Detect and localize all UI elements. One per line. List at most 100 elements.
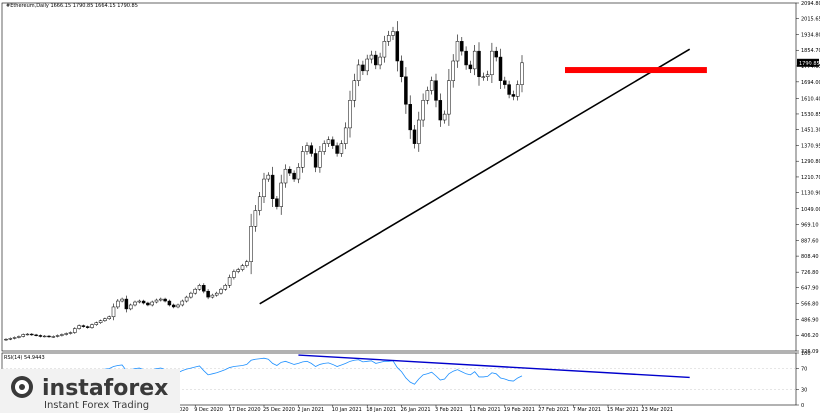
candle-body (150, 301, 154, 306)
candle-body (253, 210, 258, 227)
candle-body (266, 174, 271, 180)
y-tick-label: 1130.90 (801, 191, 820, 197)
candle-body (245, 261, 249, 266)
y-tick-label: 2094.80 (801, 1, 820, 7)
candle-body (279, 182, 283, 207)
candle-body (485, 74, 490, 77)
candle-body (223, 285, 228, 290)
candle-body (374, 54, 378, 66)
candle-body (214, 292, 219, 296)
candle-body (425, 90, 430, 101)
x-tick-label: 9 Dec 2020 (194, 407, 223, 413)
candle-body (520, 62, 524, 85)
x-tick-label: 25 Dec 2020 (263, 407, 295, 413)
y-tick-label: 1370.95 (801, 143, 820, 149)
candle-body (64, 333, 68, 335)
candle-body (498, 56, 503, 81)
candle-body (326, 139, 331, 144)
candle-body (4, 338, 8, 341)
candle-body (133, 301, 137, 306)
candle-body (34, 334, 38, 336)
candle-body (481, 76, 486, 78)
y-tick-label: 726.80 (801, 270, 819, 276)
candle-body (292, 172, 296, 180)
candle-body (421, 100, 425, 121)
brand-name: instaforex (42, 376, 168, 401)
candle-body (90, 324, 94, 328)
x-tick-label: 27 Feb 2021 (538, 407, 569, 413)
candle-body (386, 35, 391, 42)
candle-body (331, 139, 335, 146)
candle-body (171, 304, 176, 308)
rsi-tick-label: 100 (801, 351, 811, 357)
y-tick-label: 1934.80 (801, 32, 820, 38)
candle-body (98, 320, 103, 323)
candle-body (335, 145, 339, 154)
candle-body (365, 58, 369, 72)
candle-body (472, 50, 477, 70)
candle-body (438, 100, 443, 121)
candle-body (257, 196, 262, 211)
candle-body (468, 64, 473, 70)
rsi-header: RSI(14) 54.9443 (4, 355, 45, 361)
brand-logo: instaforex Instant Forex Trading (0, 369, 180, 413)
candle-body (447, 80, 451, 115)
candle-body (318, 151, 322, 168)
candle-body (515, 84, 520, 97)
candle-body (128, 304, 133, 310)
candle-body (176, 304, 180, 308)
candle-body (120, 298, 124, 302)
rsi-tick-label: 30 (801, 387, 807, 393)
candle-body (107, 316, 111, 320)
y-tick-label: 1210.70 (801, 175, 820, 181)
candle-body (8, 338, 13, 340)
brand-tagline: Instant Forex Trading (44, 400, 149, 411)
candle-body (210, 294, 215, 298)
candle-body (55, 335, 60, 337)
candle-body (313, 153, 318, 168)
y-tick-label: 969.10 (801, 222, 819, 228)
candle-body (404, 76, 408, 105)
current-price-marker (797, 58, 819, 67)
instaforex-icon (11, 376, 33, 398)
resistance-zone (565, 67, 707, 74)
candle-body (511, 94, 516, 97)
candle-body (206, 290, 210, 298)
candle-body (507, 84, 511, 95)
candle-body (25, 333, 30, 336)
y-tick-label: 1610.40 (801, 96, 820, 102)
candle-body (154, 299, 159, 303)
candle-body (283, 168, 288, 184)
y-tick-label: 647.90 (801, 286, 819, 292)
candle-body (202, 285, 206, 292)
candle-body (408, 104, 412, 131)
candle-body (232, 271, 236, 278)
candle-body (275, 198, 279, 207)
candle-body (305, 145, 309, 152)
candle-body (490, 50, 494, 76)
candle-body (262, 178, 266, 198)
candle-body (382, 41, 387, 58)
candle-body (378, 56, 382, 66)
candle-body (322, 143, 326, 152)
candle-body (288, 168, 292, 174)
y-axis: 2094.80 2015.65 1934.80 1854.70 1774.65 1694.… (796, 1, 820, 355)
candle-body (434, 80, 438, 101)
x-tick-label: 10 Jan 2021 (332, 407, 362, 413)
support-trendline (259, 48, 691, 305)
candle-body (296, 166, 301, 180)
candle-body (343, 127, 348, 144)
x-tick-label: 26 Jan 2021 (401, 407, 431, 413)
candle-body (30, 333, 34, 336)
candle-body (369, 54, 374, 60)
candle-body (451, 60, 455, 81)
candle-body (17, 336, 21, 338)
candle-body (399, 60, 404, 77)
y-tick-label: 1290.80 (801, 159, 820, 165)
x-tick-label: 2 Jan 2021 (297, 407, 324, 413)
candle-body (309, 145, 314, 154)
candle-body (77, 325, 81, 329)
x-tick-label: 15 Mar 2021 (607, 407, 639, 413)
candle-body (12, 337, 17, 339)
